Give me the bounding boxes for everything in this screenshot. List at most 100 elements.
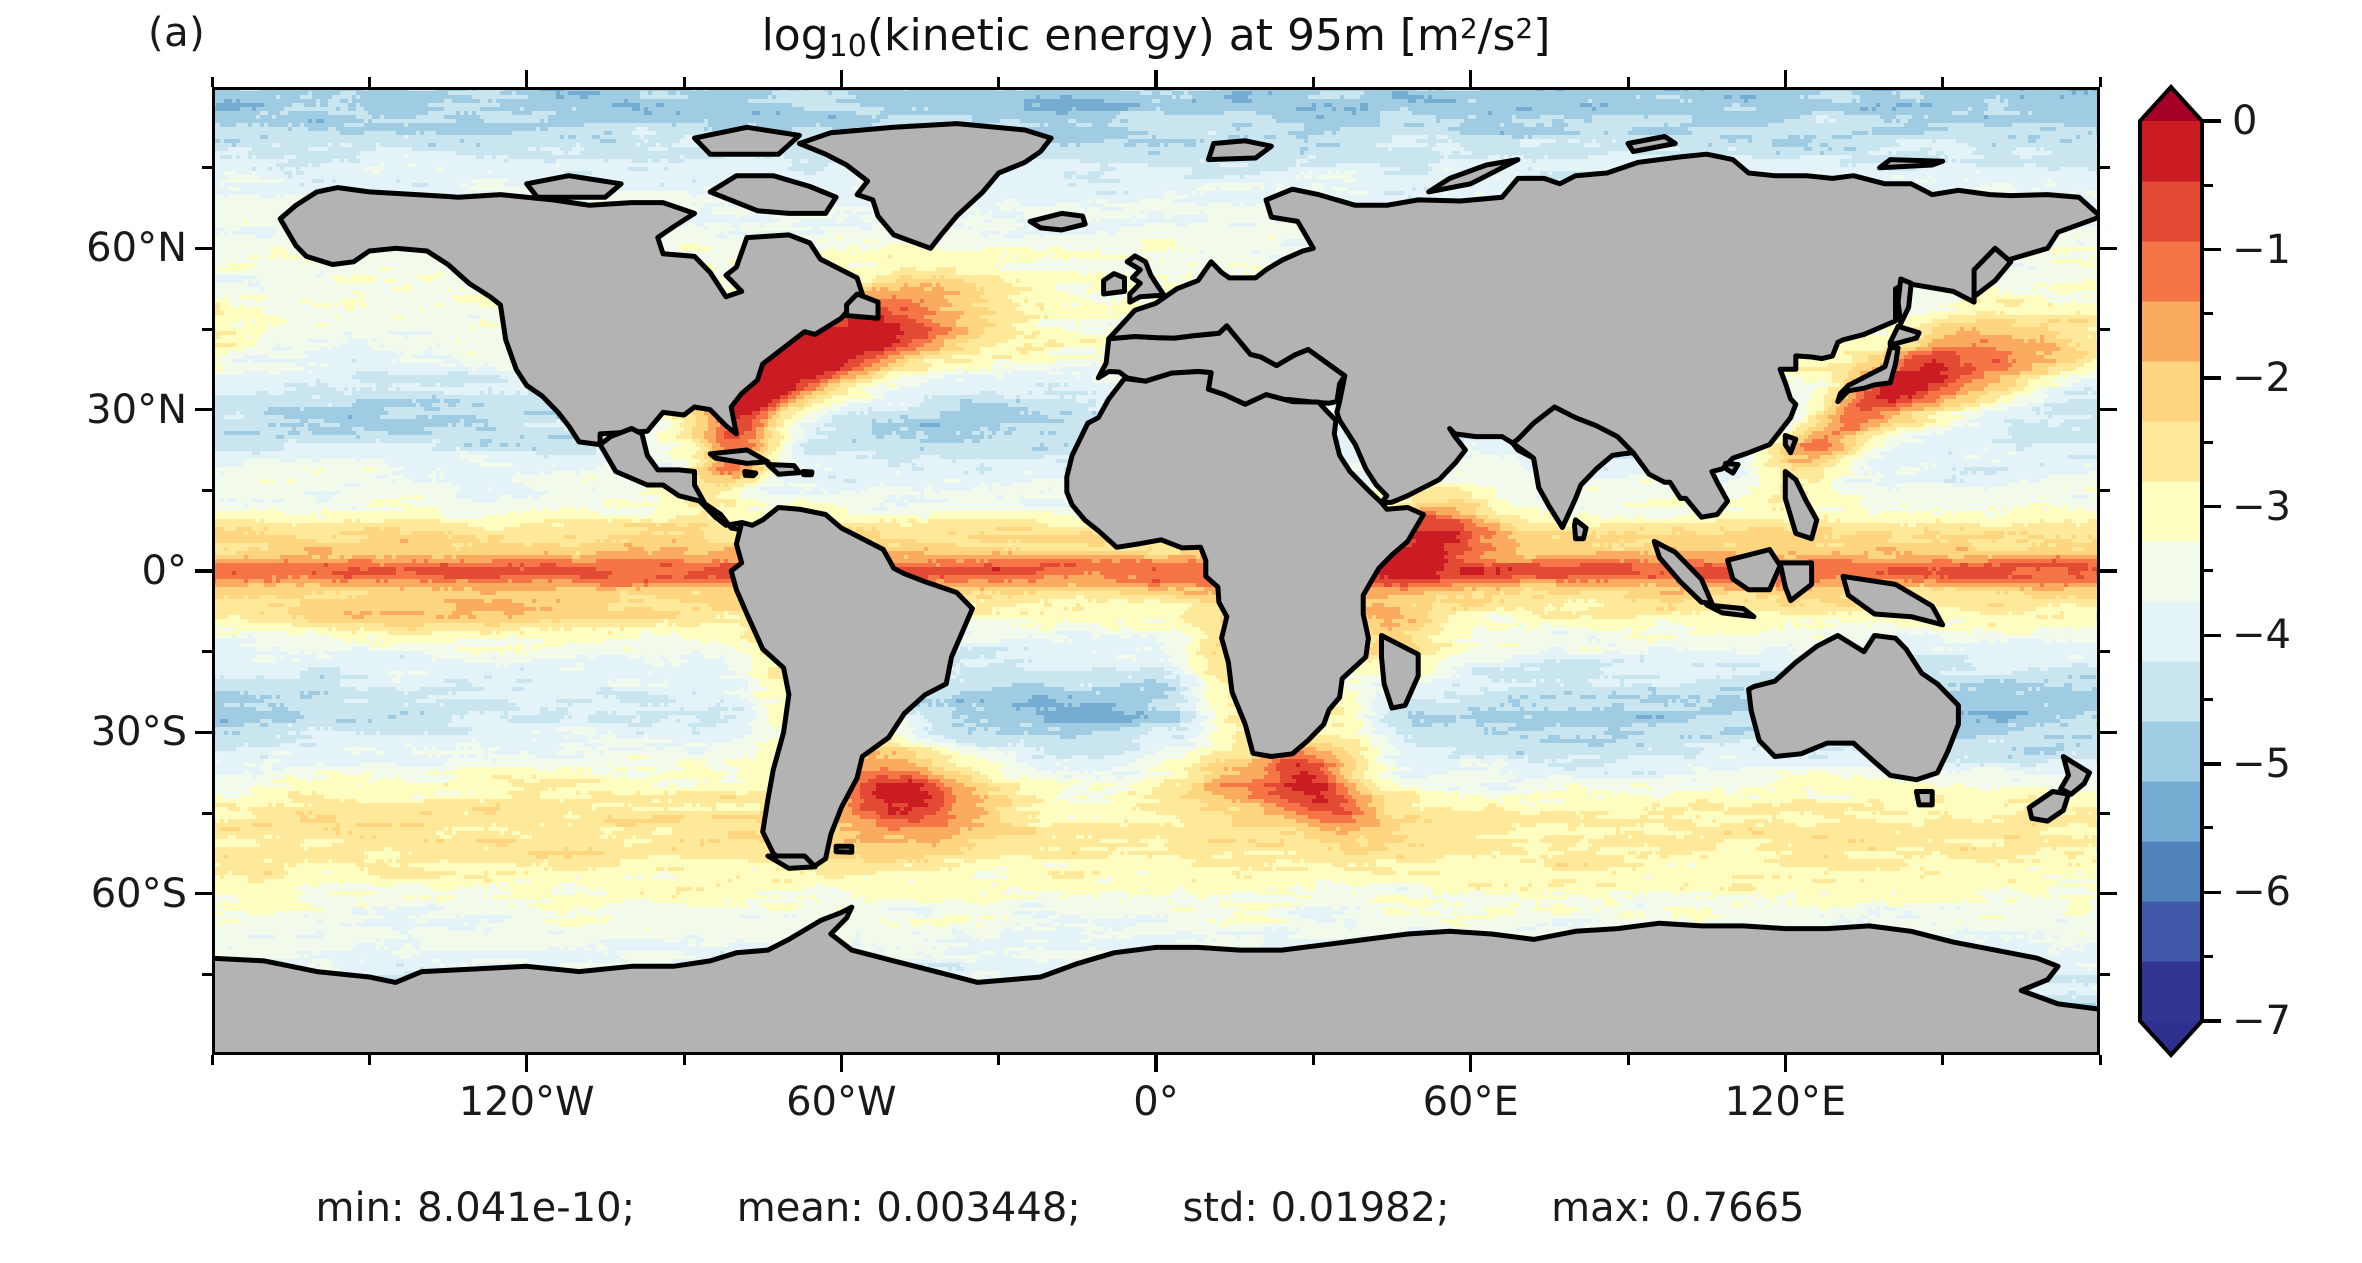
axis-tick	[2100, 488, 2110, 492]
axis-tick	[195, 246, 212, 251]
y-tick-label: 30°S	[90, 709, 187, 756]
landmass-japan	[1835, 345, 1901, 405]
landmass-sumatra	[1651, 538, 1715, 606]
colorbar-band	[2140, 841, 2202, 902]
axis-tick	[195, 407, 212, 412]
landmass-eurasia	[1106, 151, 2100, 530]
axis-tick	[682, 1055, 686, 1065]
landmass-africa	[1064, 369, 1426, 759]
axis-tick	[839, 70, 844, 87]
axis-tick	[1154, 70, 1158, 87]
axis-tick	[202, 488, 212, 492]
y-tick-label: 30°N	[86, 386, 187, 433]
colorbar-tick	[2202, 247, 2221, 252]
landmass-svalbard	[1205, 138, 1274, 163]
landmass-nz-n	[2058, 754, 2092, 797]
axis-tick	[202, 327, 212, 331]
colorbar-tick	[2202, 954, 2213, 958]
colorbar-band	[2140, 421, 2202, 482]
landmass-n-america	[277, 185, 865, 448]
axis-tick	[2100, 891, 2117, 896]
axis-tick	[839, 1055, 844, 1072]
axis-tick	[1626, 77, 1630, 87]
landmass-hispaniola	[765, 462, 802, 477]
colorbar-band	[2140, 901, 2202, 962]
colorbar-tick	[2202, 633, 2221, 638]
title-subscript: 10	[828, 29, 867, 64]
axis-tick	[195, 730, 212, 735]
axis-tick	[2098, 77, 2102, 87]
title-log: log	[761, 10, 829, 61]
axis-tick	[202, 650, 212, 654]
landmass-srilanka	[1572, 517, 1589, 542]
colorbar-tick	[2202, 119, 2221, 123]
colorbar-band	[2140, 601, 2202, 662]
y-tick-label: 0°	[141, 548, 187, 594]
colorbar-tick	[2202, 890, 2221, 895]
landmass-newsiberian	[1877, 157, 1946, 171]
colorbar-band	[2140, 301, 2202, 362]
landmass-newfound	[844, 291, 881, 321]
colorbar-band	[2140, 361, 2202, 422]
x-tick-label: 60°E	[1422, 1079, 1519, 1125]
landmass-ellesmere	[692, 124, 802, 157]
colorbar-band	[2140, 541, 2202, 602]
axis-tick	[1468, 1055, 1473, 1072]
landmass-baffin	[707, 173, 839, 216]
axis-tick	[1941, 77, 1945, 87]
colorbar-tick	[2202, 312, 2213, 316]
axis-tick	[1783, 70, 1788, 87]
colorbar-tick	[2202, 504, 2221, 509]
landmass-tierra	[765, 853, 818, 871]
axis-tick	[367, 1055, 371, 1065]
colorbar-tick-label: −5	[2232, 740, 2291, 787]
landmass-australia	[1746, 633, 1961, 783]
colorbar-tick-label: −2	[2232, 355, 2291, 402]
colorbar-band	[2140, 121, 2202, 182]
axis-tick	[202, 811, 212, 815]
landmass-antarctica	[212, 904, 2100, 1055]
landmass-c-america	[597, 426, 755, 534]
axis-tick	[195, 569, 212, 573]
landmass-pr	[800, 469, 815, 478]
axis-tick	[367, 77, 371, 87]
colorbar-tick	[2202, 1019, 2221, 1023]
colorbar-tick	[2202, 697, 2213, 701]
colorbar-band	[2140, 721, 2202, 782]
statistics-line: min: 8.041e-10; mean: 0.003448; std: 0.0…	[315, 1185, 1805, 1231]
land-overlay	[212, 121, 2100, 1055]
colorbar-tick-label: −7	[2232, 998, 2291, 1044]
colorbar[interactable]	[2138, 84, 2204, 1058]
axis-tick	[202, 972, 212, 976]
colorbar-under-arrow	[2140, 1021, 2202, 1055]
x-tick-label: 120°E	[1724, 1079, 1847, 1125]
axis-tick	[682, 77, 686, 87]
landmass-iceland	[1027, 210, 1088, 233]
landmass-hokkaido	[1887, 323, 1922, 348]
landmass-philippines	[1782, 469, 1820, 542]
map-axes[interactable]	[212, 87, 2100, 1055]
axis-tick	[2100, 569, 2117, 573]
axis-tick	[2100, 730, 2117, 735]
colorbar-tick-label: 0	[2232, 98, 2258, 144]
axis-tick	[1311, 1055, 1315, 1065]
landmass-falkland	[833, 843, 855, 855]
landmass-madagascar	[1379, 633, 1421, 711]
landmass-nz-s	[2026, 789, 2071, 824]
x-tick-label: 0°	[1133, 1079, 1179, 1125]
landmass-hainan	[1723, 460, 1741, 476]
landmass-sulawesi	[1777, 560, 1815, 604]
title-body: (kinetic energy) at 95m [m	[866, 10, 1460, 61]
colorbar-tick	[2202, 826, 2213, 830]
landmass-borneo	[1725, 547, 1783, 593]
title-close-bracket: ]	[1533, 10, 1551, 61]
colorbar-tick	[2202, 440, 2213, 444]
landmass-india	[1510, 404, 1636, 530]
colorbar-tick	[2202, 569, 2213, 573]
landmass-cuba	[707, 447, 771, 466]
landmass-kamchatka-x	[1971, 245, 2014, 300]
landmass-greenland	[796, 121, 1054, 251]
axis-tick	[2100, 650, 2110, 654]
landmass-victoria	[524, 173, 624, 200]
